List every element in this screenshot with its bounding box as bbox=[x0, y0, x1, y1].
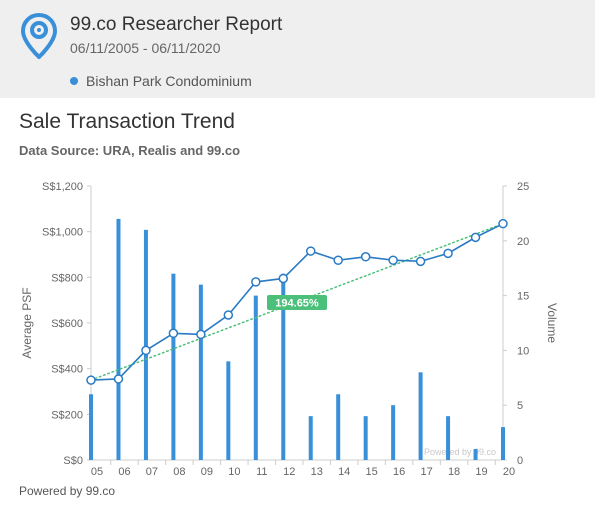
x-tick-label: 19 bbox=[475, 466, 487, 478]
x-tick-label: 15 bbox=[366, 466, 378, 478]
y-left-tick-label: S$0 bbox=[63, 455, 83, 467]
report-header: 99.co Researcher Report 06/11/2005 - 06/… bbox=[0, 0, 595, 98]
average-psf-point bbox=[278, 273, 289, 284]
y-left-tick-label: S$1,000 bbox=[42, 227, 83, 239]
x-tick-label: 16 bbox=[393, 466, 405, 478]
chart-title: Sale Transaction Trend bbox=[19, 110, 235, 133]
average-psf-point bbox=[498, 218, 508, 229]
x-tick-label: 14 bbox=[338, 466, 350, 478]
map-pin-icon bbox=[21, 13, 57, 59]
y-axis-left-label: Average PSF bbox=[20, 287, 34, 358]
y-left-tick-label: S$1,200 bbox=[42, 181, 83, 193]
volume-bar bbox=[473, 449, 478, 460]
x-tick-label: 08 bbox=[173, 466, 185, 478]
average-psf-point bbox=[305, 246, 316, 256]
volume-bar bbox=[363, 416, 368, 460]
average-psf-point bbox=[86, 375, 96, 385]
powered-by-footer: Powered by 99.co bbox=[19, 484, 116, 498]
average-psf-point bbox=[141, 345, 151, 356]
volume-bar bbox=[89, 394, 93, 460]
x-tick-label: 06 bbox=[118, 466, 130, 478]
volume-bar bbox=[116, 218, 121, 460]
x-tick-label: 13 bbox=[311, 466, 323, 478]
average-psf-point bbox=[443, 248, 453, 259]
x-tick-label: 20 bbox=[503, 466, 515, 478]
average-psf-line bbox=[90, 222, 504, 381]
average-psf-point bbox=[333, 255, 343, 265]
chart-watermark: Powered by 99.co bbox=[424, 447, 496, 457]
average-psf-point bbox=[113, 374, 124, 384]
average-psf-point bbox=[470, 232, 481, 243]
average-psf-point bbox=[251, 277, 261, 287]
average-psf-point bbox=[196, 329, 206, 340]
volume-bar bbox=[281, 273, 286, 460]
y-right-tick-label: 10 bbox=[517, 345, 529, 357]
x-tick-label: 10 bbox=[228, 466, 240, 478]
volume-bar bbox=[391, 405, 396, 460]
y-left-tick-label: S$600 bbox=[51, 318, 83, 330]
y-right-tick-label: 5 bbox=[517, 400, 523, 412]
volume-bar bbox=[226, 361, 231, 460]
y-axis-right-label: Volume bbox=[545, 303, 559, 343]
average-psf-point bbox=[223, 310, 234, 320]
volume-bar bbox=[198, 284, 203, 460]
property-name: Bishan Park Condominium bbox=[86, 72, 252, 89]
growth-badge bbox=[267, 295, 327, 310]
average-psf-point bbox=[360, 252, 371, 262]
data-source: Data Source: URA, Realis and 99.co bbox=[19, 143, 241, 158]
x-tick-label: 18 bbox=[448, 466, 460, 478]
y-right-tick-label: 25 bbox=[517, 181, 529, 193]
volume-bar bbox=[501, 427, 505, 460]
average-psf-point bbox=[388, 255, 398, 265]
y-left-tick-label: S$400 bbox=[51, 364, 83, 376]
volume-bar bbox=[143, 229, 148, 460]
volume-bar bbox=[171, 273, 176, 460]
volume-bar bbox=[336, 394, 341, 460]
volume-bar bbox=[308, 416, 313, 460]
x-tick-label: 12 bbox=[283, 466, 295, 478]
x-tick-label: 17 bbox=[420, 466, 432, 478]
y-left-tick-label: S$800 bbox=[51, 272, 83, 284]
average-psf-point bbox=[415, 256, 426, 267]
property-dot-icon bbox=[70, 76, 78, 85]
growth-badge-label: 194.65% bbox=[275, 298, 319, 310]
x-tick-label: 09 bbox=[201, 466, 213, 478]
report-date-range: 06/11/2005 - 06/11/2020 bbox=[70, 40, 221, 56]
x-tick-label: 11 bbox=[256, 466, 267, 478]
report-title: 99.co Researcher Report bbox=[70, 14, 283, 35]
x-tick-label: 07 bbox=[146, 466, 158, 478]
x-tick-label: 05 bbox=[91, 466, 103, 478]
y-right-tick-label: 15 bbox=[517, 291, 529, 303]
volume-bar bbox=[418, 372, 423, 460]
volume-bar bbox=[253, 295, 258, 460]
y-right-tick-label: 20 bbox=[517, 236, 529, 248]
y-left-tick-label: S$200 bbox=[51, 409, 83, 421]
y-right-tick-label: 0 bbox=[517, 455, 523, 467]
property-label: Bishan Park Condominium bbox=[70, 72, 252, 90]
average-psf-point bbox=[168, 328, 179, 339]
volume-bar bbox=[446, 416, 451, 460]
